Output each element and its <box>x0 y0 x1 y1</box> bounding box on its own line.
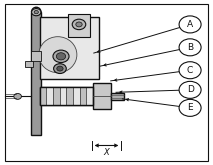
FancyBboxPatch shape <box>40 87 46 105</box>
Text: A: A <box>187 20 193 29</box>
Circle shape <box>56 53 66 60</box>
FancyBboxPatch shape <box>111 93 124 100</box>
FancyBboxPatch shape <box>40 87 93 105</box>
Circle shape <box>53 50 69 63</box>
FancyBboxPatch shape <box>66 87 73 105</box>
Circle shape <box>34 11 38 14</box>
Circle shape <box>14 93 22 99</box>
FancyBboxPatch shape <box>31 12 41 135</box>
FancyBboxPatch shape <box>86 87 93 105</box>
Circle shape <box>54 64 66 73</box>
Circle shape <box>57 66 63 71</box>
FancyBboxPatch shape <box>31 51 41 61</box>
Text: X: X <box>104 148 109 157</box>
Circle shape <box>179 62 201 79</box>
Ellipse shape <box>39 37 77 73</box>
Text: E: E <box>187 103 193 112</box>
Text: C: C <box>187 66 193 75</box>
FancyBboxPatch shape <box>68 14 90 37</box>
FancyBboxPatch shape <box>73 87 79 105</box>
Circle shape <box>179 99 201 116</box>
FancyBboxPatch shape <box>60 87 66 105</box>
FancyBboxPatch shape <box>93 83 111 110</box>
Circle shape <box>76 22 82 27</box>
Text: B: B <box>187 43 193 52</box>
FancyBboxPatch shape <box>46 87 53 105</box>
Circle shape <box>179 16 201 33</box>
FancyBboxPatch shape <box>5 4 208 161</box>
FancyBboxPatch shape <box>53 87 60 105</box>
Text: D: D <box>187 85 194 94</box>
FancyBboxPatch shape <box>79 87 86 105</box>
FancyBboxPatch shape <box>40 17 99 79</box>
Circle shape <box>179 39 201 56</box>
Circle shape <box>32 9 41 16</box>
Circle shape <box>72 19 86 30</box>
Circle shape <box>179 81 201 98</box>
FancyBboxPatch shape <box>25 61 33 67</box>
